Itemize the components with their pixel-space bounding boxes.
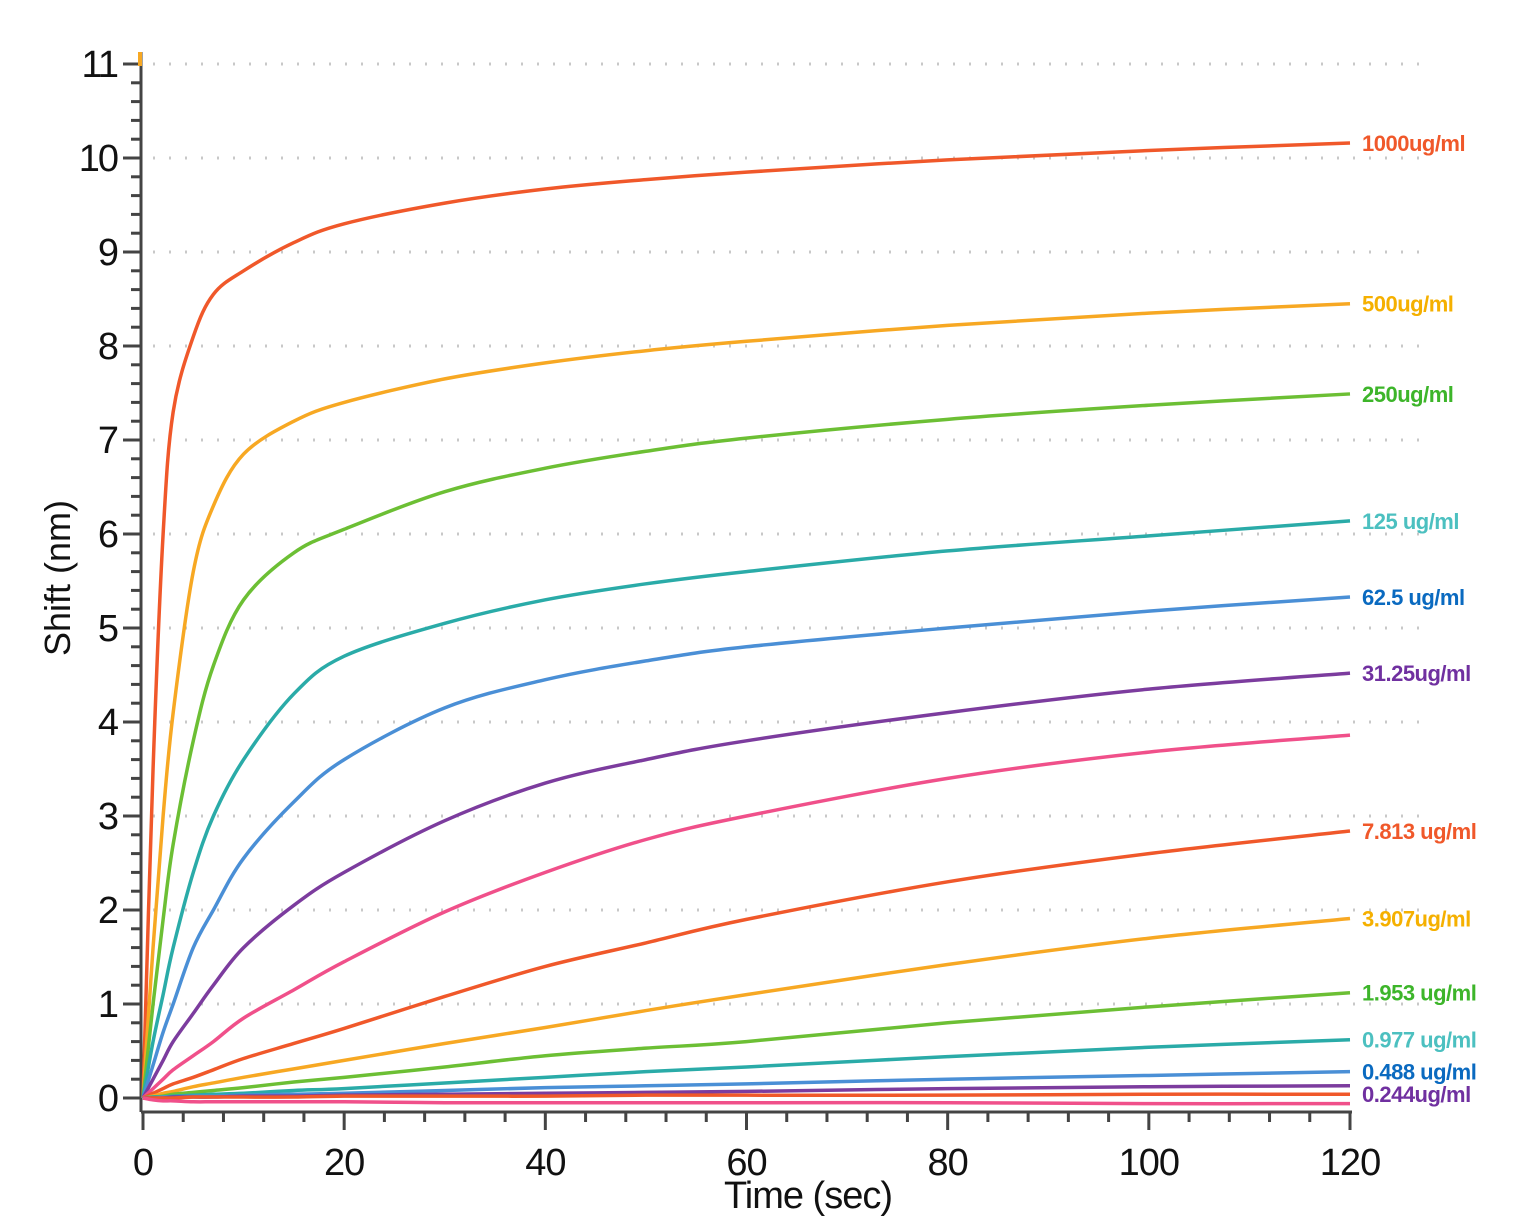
series-label: 3.907ug/ml <box>1362 906 1471 931</box>
y-tick-label: 0 <box>98 1078 118 1120</box>
y-tick-label: 4 <box>98 702 119 744</box>
series-label: 0.488 ug/ml <box>1362 1060 1476 1085</box>
y-tick-label: 10 <box>79 138 118 180</box>
series-line <box>142 1037 1351 1100</box>
axes: 0 1 2 3 4 5 6 7 8 9 10 11 0 20 40 60 80 100 120 <box>79 44 1381 1184</box>
y-tick-label: 2 <box>98 890 118 932</box>
y-tick-label: 1 <box>98 984 118 1026</box>
y-axis-label: Shift (nm) <box>37 500 78 656</box>
series-line <box>141 733 1351 1100</box>
y-tick-label: 5 <box>98 608 118 650</box>
series-lines <box>141 141 1351 1106</box>
series-line <box>143 1092 1351 1100</box>
y-tick-label: 8 <box>98 326 118 368</box>
series-line <box>141 519 1351 1099</box>
x-tick-label: 0 <box>133 1142 153 1184</box>
grid-lines <box>153 62 1432 1006</box>
series-label: 1000ug/ml <box>1362 131 1465 156</box>
x-tick-label: 20 <box>324 1142 364 1184</box>
y-tick-label: 9 <box>98 232 118 274</box>
series-label: 250ug/ml <box>1362 382 1453 407</box>
series-label: 7.813 ug/ml <box>1362 819 1476 844</box>
y-tick-label: 11 <box>82 44 118 86</box>
series-label: 62.5 ug/ml <box>1362 585 1465 610</box>
series-line <box>142 829 1351 1100</box>
y-tick-label: 3 <box>98 796 118 838</box>
series-label: 0.977 ug/ml <box>1362 1028 1476 1053</box>
series-label: 125 ug/ml <box>1362 509 1459 534</box>
x-axis-label: Time (sec) <box>724 1175 892 1217</box>
y-tick-label: 7 <box>98 420 118 462</box>
series-line <box>141 301 1351 1099</box>
series-line <box>141 595 1351 1099</box>
series-label: 500ug/ml <box>1362 292 1453 317</box>
series-label: 31.25ug/ml <box>1362 661 1471 686</box>
x-tick-label: 40 <box>525 1142 565 1184</box>
x-tick-label: 100 <box>1119 1142 1179 1184</box>
x-tick-label: 80 <box>928 1142 968 1184</box>
y-tick-label: 6 <box>98 514 118 556</box>
x-tick-label: 120 <box>1320 1142 1380 1184</box>
x-tick-label: 60 <box>726 1142 766 1184</box>
series-label: 0.244ug/ml <box>1362 1082 1471 1107</box>
series-line <box>141 392 1351 1099</box>
series-labels: 1000ug/ml 500ug/ml 250ug/ml 125 ug/ml 62.5 u… <box>1362 131 1477 1107</box>
series-line <box>142 916 1351 1100</box>
series-label: 1.953 ug/ml <box>1362 981 1476 1006</box>
series-line <box>142 990 1351 1100</box>
series-line <box>141 671 1351 1099</box>
series-line <box>141 141 1351 1099</box>
series-line <box>142 1096 1351 1106</box>
